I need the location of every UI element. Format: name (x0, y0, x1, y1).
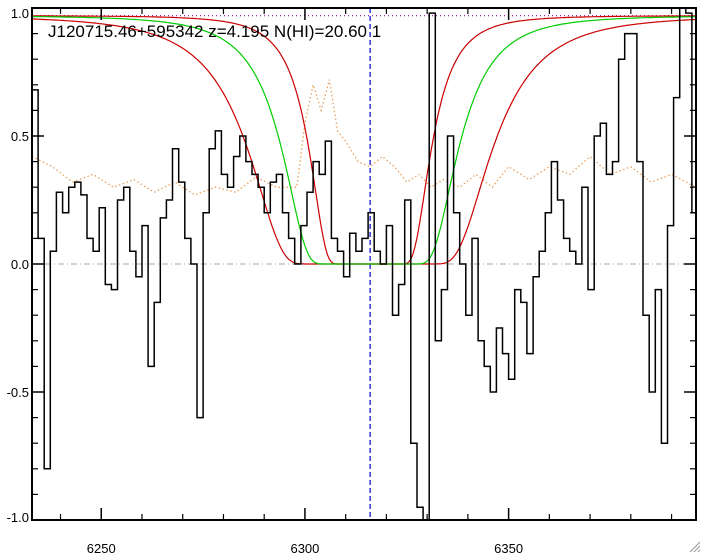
x-tick-label: 6350 (494, 541, 523, 556)
x-tick-label: 6250 (87, 541, 116, 556)
resize-grip-icon[interactable] (689, 541, 701, 553)
plot-frame (31, 7, 697, 521)
y-tick-label: 1.0 (11, 6, 29, 21)
y-tick-label: -0.5 (7, 385, 29, 400)
chart-title: J120715.46+595342 z=4.195 N(HI)=20.60 1 (48, 22, 381, 41)
x-tick-label: 6300 (290, 541, 319, 556)
y-tick-label: 0.5 (11, 129, 29, 144)
y-tick-label: 0.0 (11, 257, 29, 272)
model-best-fit-line (32, 16, 696, 265)
flux-spectrum-step-line (32, 8, 696, 520)
error-spectrum-line (32, 79, 696, 196)
y-tick-label: -1.0 (7, 510, 29, 525)
data-layer (32, 8, 696, 520)
